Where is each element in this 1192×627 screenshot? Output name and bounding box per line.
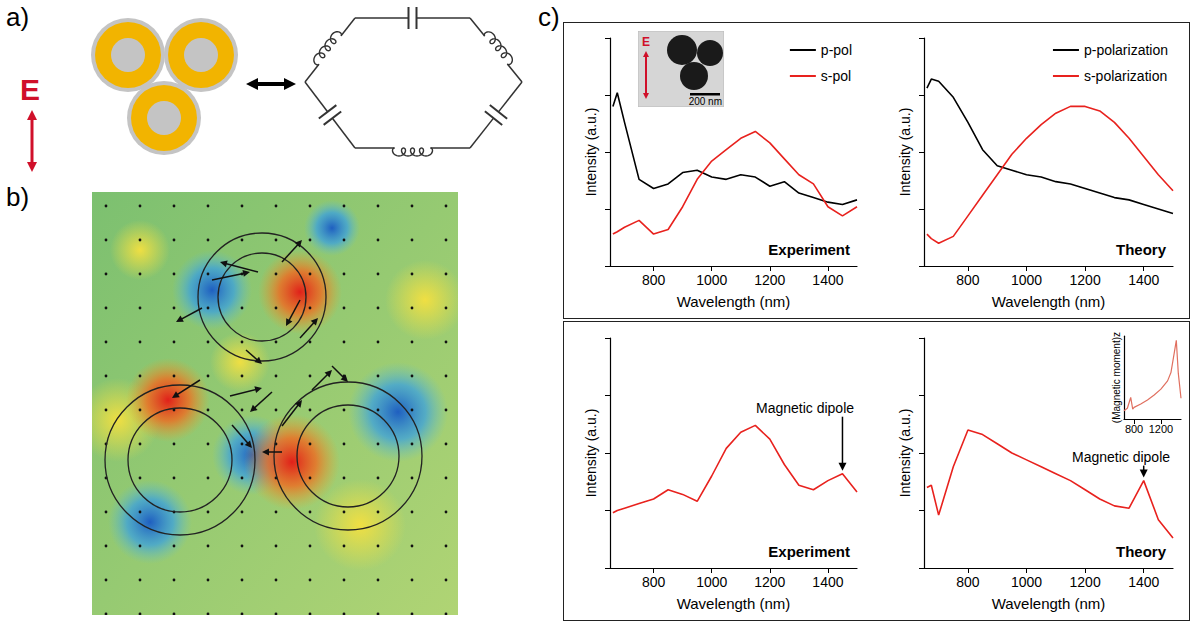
svg-text:1000: 1000 (1011, 272, 1042, 288)
html-text:c): c) (538, 2, 560, 32)
svg-text:Wavelength (nm): Wavelength (nm) (677, 595, 791, 612)
svg-text:Experiment: Experiment (768, 241, 850, 258)
svg-text:1200: 1200 (1070, 272, 1101, 288)
svg-text:E: E (20, 73, 40, 106)
svg-text:1400: 1400 (812, 272, 843, 288)
svg-text:Intensity (a.u.): Intensity (a.u.) (897, 409, 913, 498)
svg-text:1000: 1000 (696, 272, 727, 288)
svg-text:800: 800 (642, 574, 666, 590)
svg-text:1400: 1400 (812, 574, 843, 590)
svg-text:Wavelength (nm): Wavelength (nm) (992, 595, 1106, 612)
svg-text:p-pol: p-pol (821, 42, 852, 58)
svg-text:Intensity (a.u.): Intensity (a.u.) (583, 409, 599, 498)
svg-text:1200: 1200 (754, 272, 785, 288)
svg-text:Intensity (a.u.): Intensity (a.u.) (583, 108, 599, 197)
svg-text:1000: 1000 (696, 574, 727, 590)
svg-text:1200: 1200 (754, 574, 785, 590)
svg-text:1200: 1200 (1149, 423, 1173, 435)
svg-text:Theory: Theory (1116, 241, 1167, 258)
svg-text:1200: 1200 (1070, 574, 1101, 590)
svg-text:800: 800 (956, 574, 980, 590)
svg-text:1000: 1000 (1011, 574, 1042, 590)
html-text:a): a) (6, 2, 30, 32)
svg-text:1400: 1400 (1128, 574, 1159, 590)
svg-text:(Magnetic moment)z: (Magnetic moment)z (1111, 332, 1122, 423)
svg-text:s-pol: s-pol (821, 68, 851, 84)
svg-text:Magnetic dipole: Magnetic dipole (1072, 449, 1170, 465)
svg-text:200 nm: 200 nm (689, 96, 722, 107)
svg-text:Intensity (a.u.): Intensity (a.u.) (897, 108, 913, 197)
svg-text:p-polarization: p-polarization (1084, 42, 1168, 58)
svg-text:Experiment: Experiment (768, 543, 850, 560)
html-text:b): b) (6, 182, 30, 212)
svg-text:1400: 1400 (1128, 272, 1159, 288)
svg-text:Wavelength (nm): Wavelength (nm) (992, 293, 1106, 310)
svg-text:800: 800 (642, 272, 666, 288)
svg-text:800: 800 (1125, 423, 1143, 435)
svg-text:s-polarization: s-polarization (1084, 68, 1167, 84)
svg-text:Theory: Theory (1116, 543, 1167, 560)
svg-text:800: 800 (956, 272, 980, 288)
svg-text:Wavelength (nm): Wavelength (nm) (677, 293, 791, 310)
svg-text:E: E (642, 35, 650, 49)
svg-text:Magnetic dipole: Magnetic dipole (756, 400, 854, 416)
